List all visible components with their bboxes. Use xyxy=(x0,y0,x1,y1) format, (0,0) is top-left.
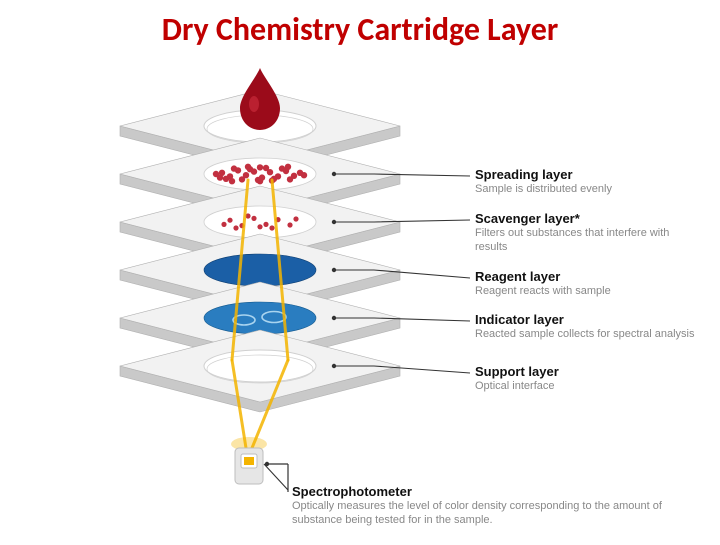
page-title: Dry Chemistry Cartridge Layer xyxy=(0,10,720,49)
label-spreading-desc: Sample is distributed evenly xyxy=(475,183,695,197)
label-scavenger-name: Scavenger layer* xyxy=(475,212,695,226)
label-support: Support layer Optical interface xyxy=(475,365,695,394)
label-indicator-name: Indicator layer xyxy=(475,313,695,327)
label-reagent-desc: Reagent reacts with sample xyxy=(475,285,695,299)
label-spreading: Spreading layer Sample is distributed ev… xyxy=(475,168,695,197)
label-scavenger-desc: Filters out substances that interfere wi… xyxy=(475,227,695,255)
label-spreading-name: Spreading layer xyxy=(475,168,695,182)
label-support-name: Support layer xyxy=(475,365,695,379)
label-scavenger: Scavenger layer* Filters out substances … xyxy=(475,212,695,255)
label-spectro-desc: Optically measures the level of color de… xyxy=(292,500,672,528)
diagram-svg xyxy=(0,60,720,540)
label-support-desc: Optical interface xyxy=(475,380,695,394)
label-indicator-desc: Reacted sample collects for spectral ana… xyxy=(475,328,695,342)
diagram-container: Spreading layer Sample is distributed ev… xyxy=(0,60,720,540)
label-reagent: Reagent layer Reagent reacts with sample xyxy=(475,270,695,299)
label-spectro-name: Spectrophotometer xyxy=(292,484,672,499)
label-indicator: Indicator layer Reacted sample collects … xyxy=(475,313,695,342)
label-spectro: Spectrophotometer Optically measures the… xyxy=(292,484,672,528)
label-reagent-name: Reagent layer xyxy=(475,270,695,284)
